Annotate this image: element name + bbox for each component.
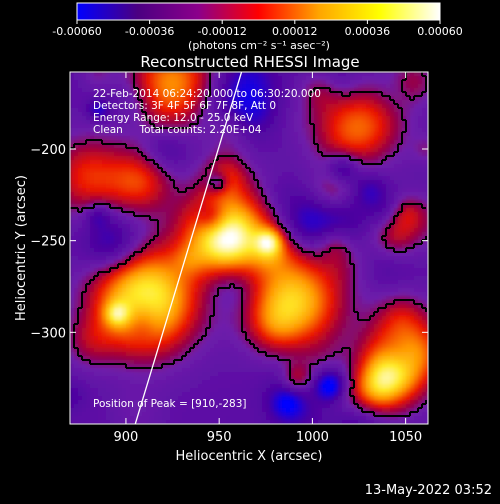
colorbar [77, 3, 440, 20]
x-tick-label: 1050 [389, 430, 422, 445]
x-tick-label: 900 [114, 430, 139, 445]
colorbar-tick-label: 0.00036 [345, 25, 391, 38]
chart-title: Reconstructed RHESSI Image [140, 53, 359, 71]
x-axis-label: Heliocentric X (arcsec) [176, 449, 323, 464]
x-tick-label: 950 [207, 430, 232, 445]
annotation-peak: Position of Peak = [910,-283] [93, 398, 247, 410]
colorbar-tick-label: 0.00012 [272, 25, 318, 38]
colorbar-tick-label: -0.00012 [197, 25, 246, 38]
annotation-method-counts: Clean Total counts: 2.20E+04 [93, 124, 262, 136]
annotation-energy-range: Energy Range: 12.0 - 25.0 keV [93, 112, 254, 124]
y-tick-label: −300 [30, 326, 66, 341]
colorbar-tick-label: 0.00060 [417, 25, 463, 38]
y-tick-label: −250 [30, 235, 66, 250]
y-axis-label: Heliocentric Y (arcsec) [14, 175, 29, 321]
annotation-time-range: 22-Feb-2014 06:24:20.000 to 06:30:20.000 [93, 88, 321, 100]
colorbar-units: (photons cm⁻² s⁻¹ asec⁻²) [188, 39, 330, 52]
colorbar-tick-label: -0.00060 [52, 25, 101, 38]
footer-timestamp: 13-May-2022 03:52 [365, 483, 492, 498]
y-tick-label: −200 [30, 143, 66, 158]
x-tick-label: 1000 [296, 430, 329, 445]
annotation-detectors: Detectors: 3F 4F 5F 6F 7F 8F, Att 0 [93, 100, 276, 112]
colorbar-ticks: -0.00060 -0.00036 -0.00012 0.00012 0.00036 0.… [52, 20, 462, 38]
colorbar-tick-label: -0.00036 [125, 25, 174, 38]
